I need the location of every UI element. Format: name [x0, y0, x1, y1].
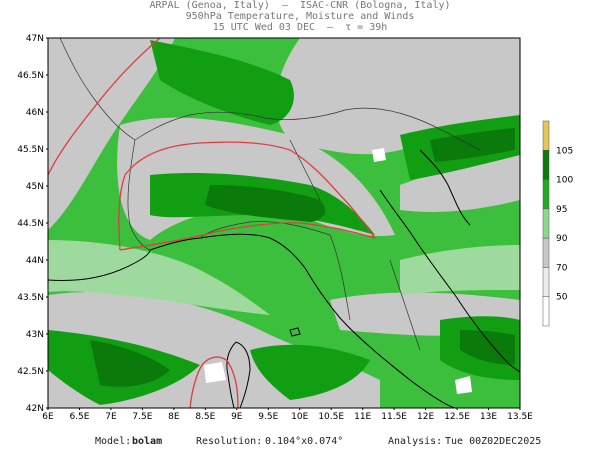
field-very-dry-patch: [372, 148, 386, 162]
colorbar-segment: [542, 208, 550, 239]
resolution-label: Resolution:: [196, 436, 263, 447]
weather-map: 47N 46.5N 46N 45.5N 45N 44.5N 44N 43.5N 43N 42.5N…: [17, 34, 573, 422]
border-region: [389, 259, 421, 351]
latitude-tick-label: 44.5N: [17, 219, 44, 229]
header-valid-time: 15 UTC Wed 03 DEC — τ = 39h: [212, 22, 388, 33]
longitude-axis: 6E 6.5E 7E 7.5E 8E 8.5E 9E 9.5E 10E 10.5E 11E 11.5E…: [42, 408, 533, 422]
field-dry-region: [400, 150, 520, 212]
longitude-tick-label: 12.5E: [444, 412, 470, 422]
temperature-isotherm: [48, 38, 161, 176]
temperature-isotherm: [189, 356, 239, 408]
field-saturated-core: [90, 340, 170, 387]
latitude-tick-label: 47N: [26, 34, 44, 44]
analysis-label: Analysis:: [388, 436, 443, 447]
colorbar-segment: [542, 150, 550, 180]
model-label: Model:: [95, 436, 132, 447]
latitude-tick-label: 45N: [26, 182, 44, 192]
longitude-tick-label: 7.5E: [132, 412, 152, 422]
colorbar-segment: [542, 296, 550, 327]
latitude-tick-label: 46N: [26, 108, 44, 118]
coastline-corsica: [226, 341, 251, 408]
colorbar-label: 90: [556, 234, 568, 244]
border-alps: [59, 38, 481, 151]
latitude-tick-label: 46.5N: [17, 71, 44, 81]
field-very-dry-patch: [455, 376, 472, 394]
header-source: ARPAL (Genoa, Italy) — ISAC-CNR (Bologna…: [149, 0, 451, 11]
field-saturated-core: [430, 128, 515, 162]
colorbar-segment: [542, 179, 550, 210]
map-header: ARPAL (Genoa, Italy) — ISAC-CNR (Bologna…: [0, 0, 600, 33]
colorbar-segment: [542, 267, 550, 297]
latitude-axis: 47N 46.5N 46N 45.5N 45N 44.5N 44N 43.5N 43N 42.5N…: [17, 34, 48, 414]
longitude-tick-label: 6.5E: [69, 412, 89, 422]
border-region: [289, 139, 321, 201]
longitude-tick-label: 6E: [42, 412, 54, 422]
longitude-tick-label: 12E: [417, 412, 434, 422]
longitude-tick-label: 9.5E: [258, 412, 278, 422]
latitude-tick-label: 44N: [26, 256, 44, 266]
longitude-tick-label: 13E: [480, 412, 497, 422]
longitude-tick-label: 11E: [354, 412, 371, 422]
moisture-field: [48, 38, 520, 408]
coastline-elba: [289, 327, 301, 337]
longitude-tick-label: 9E: [231, 412, 243, 422]
colorbar-label: 95: [556, 205, 567, 215]
colorbar-label: 50: [556, 293, 568, 303]
colorbar-label: 100: [556, 176, 573, 186]
analysis-value: Tue 00Z02DEC2025: [445, 436, 542, 447]
field-humid-band: [48, 240, 270, 315]
colorbar-segment: [542, 120, 550, 151]
latitude-tick-label: 42N: [26, 404, 44, 414]
latitude-tick-label: 43.5N: [17, 293, 44, 303]
colorbar: 105 100 95 90 70 50: [542, 120, 573, 327]
latitude-tick-label: 45.5N: [17, 145, 44, 155]
latitude-tick-label: 43N: [26, 330, 44, 340]
coastline-france: [48, 249, 151, 281]
field-moist-band: [150, 40, 294, 125]
field-moist-band: [250, 344, 370, 400]
longitude-tick-label: 10.5E: [318, 412, 344, 422]
longitude-tick-label: 8E: [168, 412, 180, 422]
temperature-isotherm: [118, 141, 376, 251]
coastline-adriatic: [379, 189, 520, 373]
field-humid-band: [400, 245, 520, 295]
model-value: bolam: [132, 436, 163, 447]
header-field: 950hPa Temperature, Moisture and Winds: [185, 11, 415, 22]
field-very-dry-patch: [204, 362, 226, 383]
resolution-value: 0.104°x0.074°: [265, 436, 344, 447]
colorbar-label: 70: [556, 263, 568, 273]
field-dry-region: [48, 38, 175, 230]
longitude-tick-label: 7E: [105, 412, 117, 422]
border-region: [329, 234, 351, 321]
latitude-tick-label: 42.5N: [17, 367, 44, 377]
border-region: [199, 221, 331, 239]
coastline-istria: [419, 149, 471, 226]
field-saturated-core: [205, 185, 326, 222]
colorbar-label: 105: [556, 146, 573, 156]
longitude-tick-label: 11.5E: [381, 412, 407, 422]
longitude-tick-label: 8.5E: [195, 412, 215, 422]
colorbar-segment: [542, 237, 550, 268]
temperature-isotherm: [119, 222, 376, 251]
longitude-tick-label: 10E: [291, 412, 308, 422]
longitude-tick-label: 13.5E: [507, 412, 533, 422]
